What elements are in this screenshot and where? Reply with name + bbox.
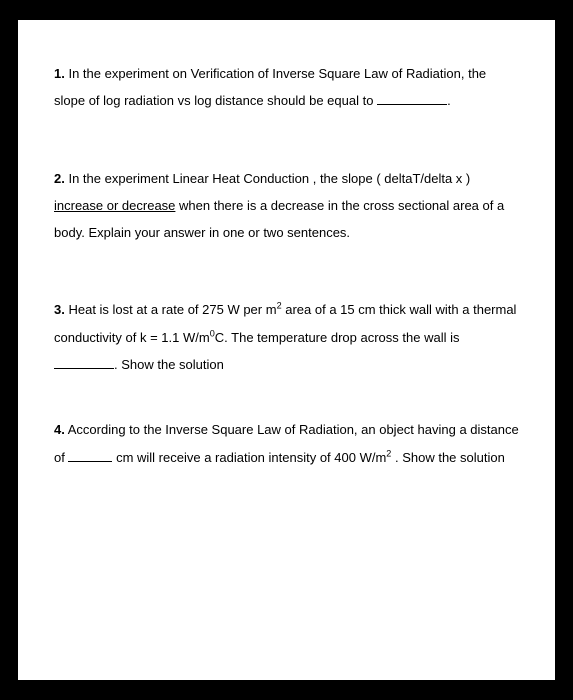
fill-blank xyxy=(54,357,114,369)
question-text: . Show the solution xyxy=(114,357,224,372)
question-number: 2. xyxy=(54,171,65,186)
fill-blank xyxy=(377,94,447,106)
question-text: In the experiment Linear Heat Conduction… xyxy=(68,171,470,186)
document-page: 1. In the experiment on Verification of … xyxy=(18,20,555,680)
question-2: 2. In the experiment Linear Heat Conduct… xyxy=(54,165,519,247)
fill-blank xyxy=(68,450,112,462)
question-3: 3. Heat is lost at a rate of 275 W per m… xyxy=(54,296,519,378)
question-text: Heat is lost at a rate of 275 W per m xyxy=(68,302,276,317)
question-4: 4. According to the Inverse Square Law o… xyxy=(54,416,519,471)
question-number: 3. xyxy=(54,302,65,317)
question-number: 4. xyxy=(54,422,65,437)
question-text: C. The temperature drop across the wall … xyxy=(215,330,460,345)
question-number: 1. xyxy=(54,66,65,81)
underlined-options: increase or decrease xyxy=(54,198,175,213)
question-text: cm will receive a radiation intensity of… xyxy=(112,450,386,465)
question-1: 1. In the experiment on Verification of … xyxy=(54,60,519,115)
question-text: . xyxy=(447,93,451,108)
question-text: . Show the solution xyxy=(391,450,504,465)
